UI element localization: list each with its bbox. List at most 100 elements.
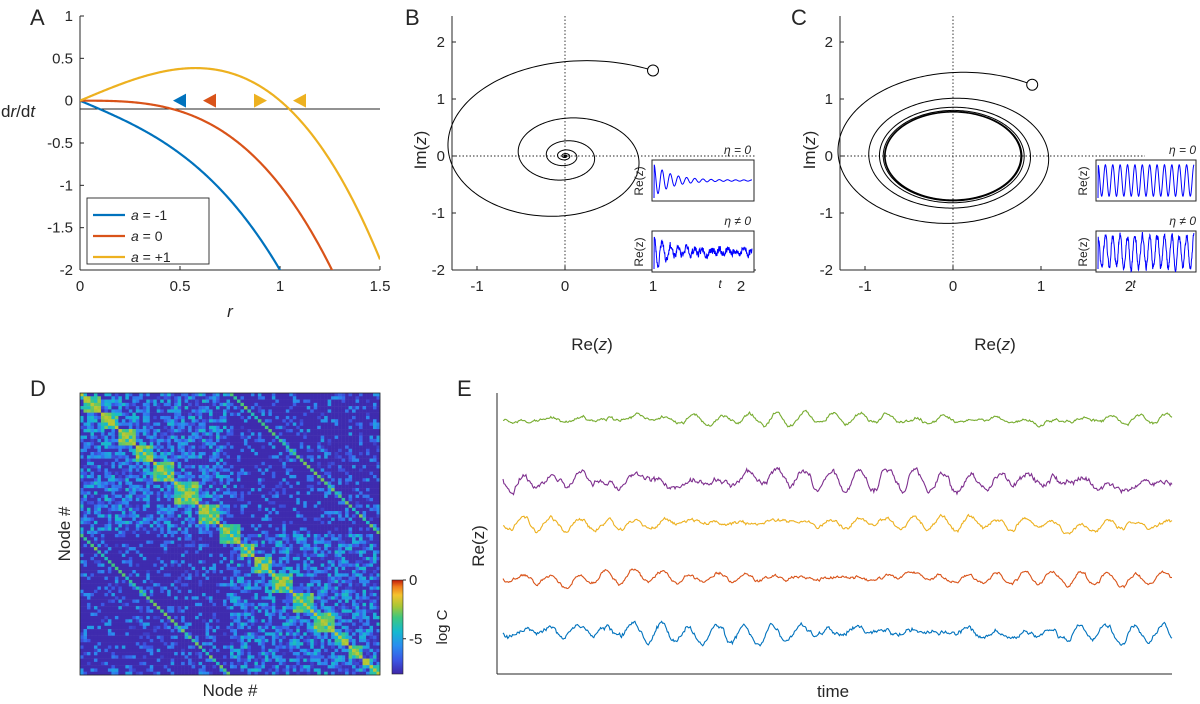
heatmap-cell	[285, 432, 290, 436]
heatmap-cell	[334, 468, 339, 472]
heatmap-cell	[310, 566, 314, 571]
heatmap-cell	[139, 566, 144, 571]
heatmap-cell	[198, 458, 203, 463]
heatmap-cell	[167, 435, 171, 440]
heatmap-cell	[303, 432, 307, 436]
heatmap-cell	[156, 432, 161, 436]
heatmap-cell	[257, 478, 262, 482]
heatmap-cell	[261, 432, 266, 436]
heatmap-cell	[352, 563, 356, 568]
heatmap-cell	[250, 461, 255, 466]
heatmap-cell	[292, 570, 297, 574]
heatmap-cell	[160, 422, 164, 427]
heatmap-cell	[184, 527, 189, 531]
heatmap-cell	[212, 478, 217, 482]
heatmap-cell	[348, 396, 353, 400]
heatmap-cell	[271, 422, 276, 427]
heatmap-cell	[128, 497, 133, 502]
heatmap-cell	[243, 396, 248, 400]
heatmap-cell	[233, 527, 238, 531]
heatmap-cell	[233, 415, 238, 420]
heatmap-cell	[278, 570, 283, 574]
heatmap-cell	[100, 465, 105, 469]
heatmap-cell	[247, 396, 252, 400]
heatmap-cell	[170, 547, 175, 551]
heatmap-cell	[285, 399, 290, 404]
heatmap-cell	[243, 527, 248, 531]
heatmap-cell	[114, 396, 119, 400]
heatmap-cell	[285, 452, 290, 456]
heatmap-cell	[306, 534, 311, 538]
heatmap-cell	[191, 458, 196, 463]
heatmap-cell	[107, 501, 112, 505]
heatmap-cell	[362, 474, 367, 479]
heatmap-cell	[233, 461, 238, 466]
heatmap-cell	[128, 550, 133, 554]
heatmap-cell	[107, 412, 112, 417]
heatmap-cell	[83, 468, 88, 472]
heatmap-cell	[191, 481, 196, 486]
heatmap-cell	[202, 478, 206, 482]
heatmap-cell	[83, 507, 88, 512]
heatmap-cell	[118, 534, 123, 538]
heatmap-cell	[132, 501, 137, 505]
heatmap-cell	[230, 468, 234, 472]
heatmap-cell	[146, 534, 151, 538]
heatmap-cell	[285, 481, 290, 486]
heatmap-cell	[236, 415, 241, 420]
heatmap-cell	[212, 520, 217, 525]
heatmap-cell	[188, 452, 192, 456]
heatmap-cell	[271, 520, 276, 525]
heatmap-cell	[355, 461, 360, 466]
heatmap-cell	[125, 445, 130, 449]
heatmap-cell	[135, 448, 140, 453]
heatmap-cell	[83, 478, 88, 482]
heatmap-cell	[299, 570, 304, 574]
heatmap-cell	[177, 494, 182, 499]
heatmap-cell	[369, 563, 374, 568]
heatmap-cell	[327, 527, 332, 531]
heatmap-cell	[285, 484, 290, 489]
heatmap-cell	[174, 448, 178, 453]
heatmap-cell	[327, 448, 332, 453]
heatmap-cell	[373, 455, 377, 459]
heatmap-cell	[285, 474, 290, 479]
heatmap-cell	[170, 501, 175, 505]
heatmap-cell	[142, 455, 147, 459]
heatmap-cell	[118, 471, 123, 476]
heatmap-cell	[264, 547, 269, 551]
heatmap-cell	[240, 412, 245, 417]
heatmap-cell	[338, 488, 342, 492]
heatmap-cell	[338, 520, 342, 525]
heatmap-cell	[167, 550, 171, 554]
heatmap-cell	[111, 501, 116, 505]
heatmap-cell	[86, 576, 91, 581]
heatmap-cell	[296, 396, 301, 400]
heatmap-cell	[250, 547, 255, 551]
heatmap-cell	[177, 550, 182, 554]
heatmap-cell	[188, 563, 192, 568]
heatmap-cell	[240, 438, 245, 443]
heatmap-cell	[236, 550, 241, 554]
heatmap-cell	[83, 556, 88, 561]
heatmap-cell	[135, 425, 140, 430]
heatmap-cell	[226, 563, 231, 568]
heatmap-cell	[289, 550, 294, 554]
heatmap-cell	[223, 465, 227, 469]
heatmap-cell	[341, 481, 346, 486]
heatmap-cell	[306, 409, 311, 413]
heatmap-cell	[195, 465, 199, 469]
heatmap-cell	[334, 429, 339, 433]
heatmap-cell	[226, 553, 231, 558]
heatmap-cell	[93, 474, 98, 479]
heatmap-cell	[219, 399, 224, 404]
heatmap-cell	[341, 478, 346, 482]
heatmap-cell	[240, 425, 245, 430]
heatmap-cell	[324, 494, 328, 499]
heatmap-cell	[125, 415, 130, 420]
heatmap-cell	[306, 540, 311, 545]
heatmap-cell	[373, 452, 377, 456]
heatmap-cell	[163, 527, 168, 531]
heatmap-cell	[135, 478, 140, 482]
heatmap-cell	[338, 468, 342, 472]
